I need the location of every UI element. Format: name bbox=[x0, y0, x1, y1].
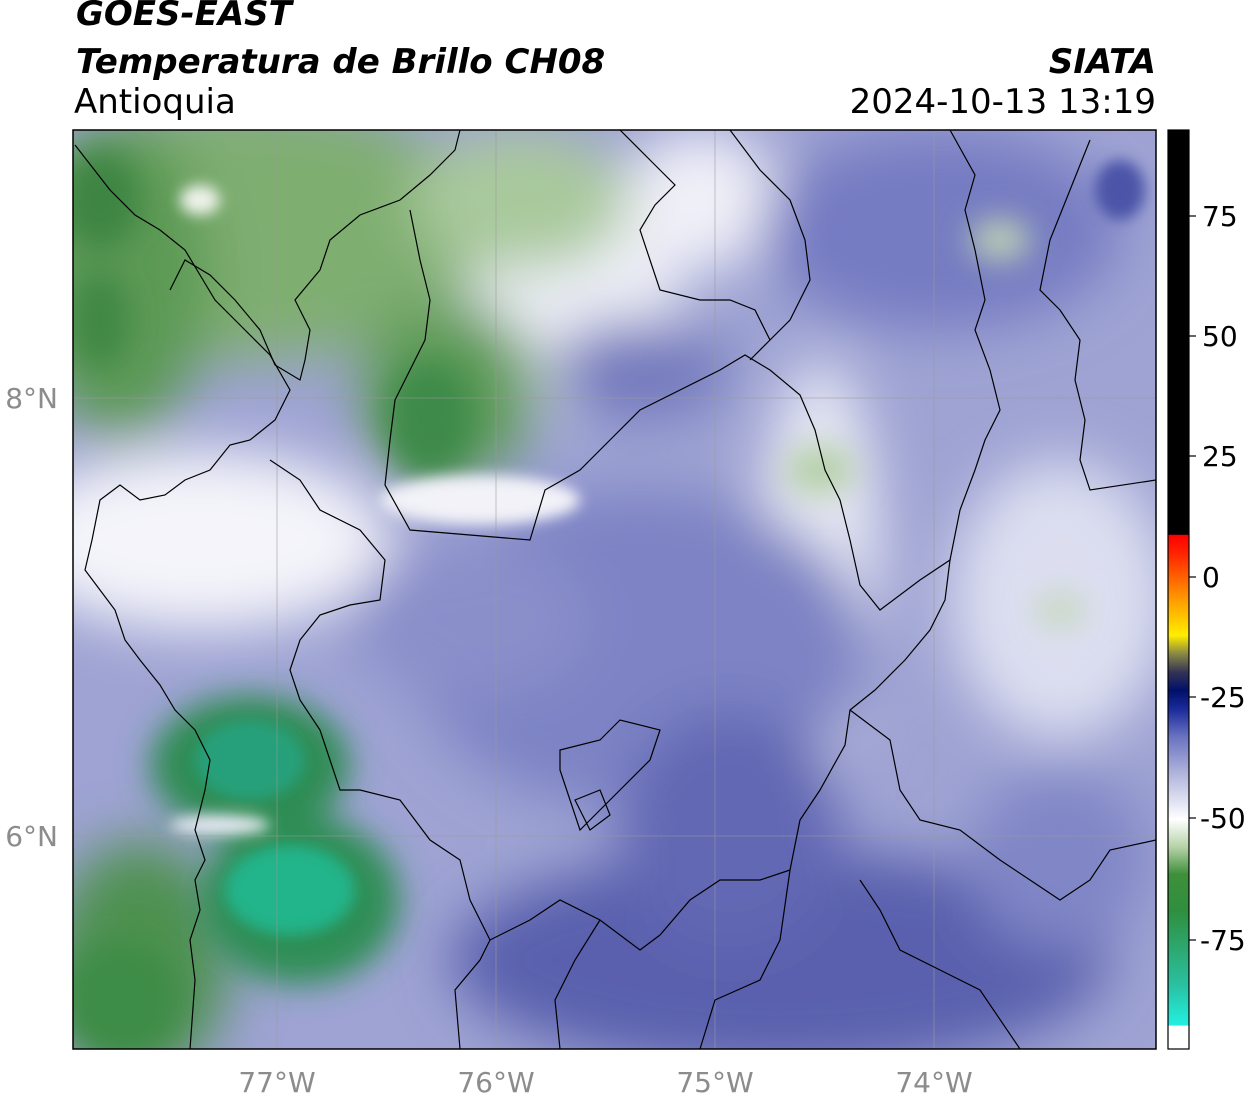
department-boundary-east bbox=[729, 130, 811, 361]
graticule bbox=[73, 130, 1156, 1049]
coastline-gulf bbox=[169, 130, 461, 381]
region-label: Antioquia bbox=[74, 82, 236, 122]
antioquia-boundary bbox=[269, 209, 951, 951]
lon-tick-label: 75°W bbox=[676, 1066, 753, 1099]
department-boundary-far-east bbox=[1039, 139, 1156, 491]
colorbar-tick-label: 50 bbox=[1202, 320, 1238, 353]
datetime-label: 2024-10-13 13:19 bbox=[849, 82, 1156, 122]
department-boundary-magdalena bbox=[949, 130, 1001, 561]
colorbar-tick-label: 75 bbox=[1202, 200, 1238, 233]
lat-tick-label: 6°N bbox=[5, 820, 58, 853]
colorbar-tick-label: -75 bbox=[1200, 924, 1246, 957]
lon-tick-label: 76°W bbox=[457, 1066, 534, 1099]
coastline bbox=[74, 144, 291, 1049]
lat-axis: 8°N 6°N bbox=[5, 382, 58, 853]
source-label: SIATA bbox=[1048, 42, 1156, 82]
satellite-title: GOES-EAST bbox=[76, 0, 292, 34]
boundaries bbox=[74, 130, 1156, 1049]
product-title: Temperatura de Brillo CH08 bbox=[76, 42, 606, 82]
brightness-temperature-field bbox=[73, 130, 1156, 1049]
municipal-cluster bbox=[559, 719, 661, 832]
lon-tick-label: 77°W bbox=[238, 1066, 315, 1099]
department-boundary-north bbox=[619, 130, 771, 341]
map-frame bbox=[72, 129, 1157, 1050]
colorbar-gradient bbox=[1167, 129, 1190, 1050]
department-boundary-south bbox=[454, 709, 1156, 1049]
colorbar-tick-label: -25 bbox=[1200, 681, 1246, 714]
colorbar-tick-label: -50 bbox=[1200, 802, 1246, 835]
lon-axis: 77°W 76°W 75°W 74°W bbox=[238, 1066, 972, 1099]
colorbar-tick-label: 25 bbox=[1202, 440, 1238, 473]
colorbar-tick-label: 0 bbox=[1202, 561, 1220, 594]
lon-tick-label: 74°W bbox=[895, 1066, 972, 1099]
lat-tick-label: 8°N bbox=[5, 382, 58, 415]
colorbar: 75 50 25 0 -25 -50 -75 bbox=[1167, 129, 1246, 1050]
